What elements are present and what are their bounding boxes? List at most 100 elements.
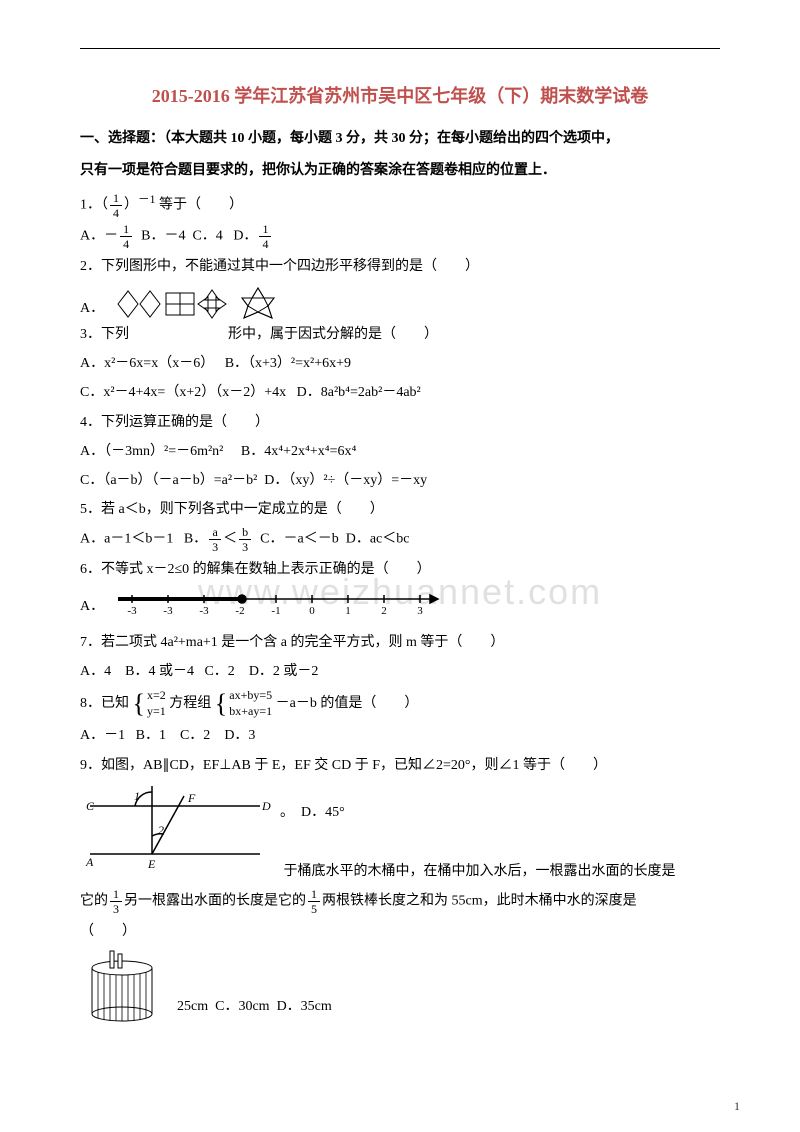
- q3-optD: D．8a²b⁴=2ab²－4ab²: [297, 385, 421, 400]
- question-8: 8．已知 {x=2y=1 方程组 {ax+by=5bx+ay=1 －a－b 的值…: [80, 688, 720, 719]
- question-10-line1: 于桶底水平的木桶中，在桶中加入水后，一根露出水面的长度是: [80, 859, 720, 884]
- q8-optD: D．3: [224, 728, 255, 743]
- section-header-line2: 只有一项是符合题目要求的，把你认为正确的答案涂在答题卷相应的位置上．: [80, 158, 720, 183]
- frac-1-5: 15: [308, 888, 320, 915]
- header-rule: [80, 48, 720, 49]
- label-D: D: [261, 799, 271, 813]
- frac-1-3: 13: [110, 888, 122, 915]
- q3-options-ab: A．x²－6x=x（x－6） B．（x+3）²=x²+6x+9: [80, 351, 720, 376]
- question-4: 4．下列运算正确的是（ ）: [80, 410, 720, 435]
- svg-text:-2: -2: [235, 605, 244, 617]
- q10-figure-row: 25cm C．30cm D．35cm: [80, 948, 720, 1037]
- q10-l2-post: 两根铁棒长度之和为 55cm，此时木桶中水的深度是: [322, 894, 637, 909]
- q1-optA-pre: A．－: [80, 228, 118, 243]
- q3-optC: C．x²－4+4x=（x+2）（x－2）+4x: [80, 385, 286, 400]
- q4-optC: C．（a－b）（－a－b）=a²－b²: [80, 473, 257, 488]
- q5-optC: C．－a＜－b: [260, 532, 339, 547]
- question-9: 9．如图，AB∥CD，EF⊥AB 于 E，EF 交 CD 于 F，已知∠2=20…: [80, 753, 720, 778]
- bucket-figure: [80, 948, 170, 1037]
- numberline-icon: -3 -3 -3 -2 -1 0 1 2 3: [112, 587, 452, 626]
- svg-text:2: 2: [381, 605, 387, 617]
- svg-text:3: 3: [417, 605, 423, 617]
- page-number: 1: [734, 1096, 740, 1118]
- q8-mid: 方程组: [169, 696, 211, 711]
- question-10-line2: 它的13另一根露出水面的长度是它的15两根铁棒长度之和为 55cm，此时木桶中水…: [80, 888, 720, 915]
- q10-l2-mid: 另一根露出水面的长度是它的: [124, 894, 306, 909]
- q1-stem-post: 等于（ ）: [156, 197, 244, 212]
- question-3-line: 3．下列 形中，属于因式分解的是（ ）: [80, 322, 720, 347]
- q4-optA: A．（－3mn）²=－6m²n²: [80, 444, 223, 459]
- q3-mid: 形中，属于因式分解的是（ ）: [228, 327, 438, 342]
- q1-exp: －1: [138, 193, 156, 206]
- q3-pre: 3．下列: [80, 327, 129, 342]
- question-7: 7．若二项式 4a²+ma+1 是一个含 a 的完全平方式，则 m 等于（ ）: [80, 630, 720, 655]
- q8-optC: C．2: [180, 728, 210, 743]
- q4-options-cd: C．（a－b）（－a－b）=a²－b² D．（xy）²÷（－xy）=－xy: [80, 468, 720, 493]
- label-F: F: [187, 791, 196, 805]
- q3-optB: B．（x+3）²=x²+6x+9: [225, 356, 351, 371]
- question-2: 2．下列图形中，不能通过其中一个四边形平移得到的是（ ）: [80, 254, 720, 279]
- system-2: {ax+by=5bx+ay=1: [215, 688, 272, 719]
- q7-optC: C．2: [204, 664, 234, 679]
- q2-optA: A．: [80, 301, 104, 316]
- question-5: 5．若 a＜b，则下列各式中一定成立的是（ ）: [80, 497, 720, 522]
- q10-optD: D．35cm: [277, 999, 332, 1014]
- svg-text:1: 1: [345, 605, 351, 617]
- question-6: 6．不等式 x－2≤0 的解集在数轴上表示正确的是（ ）: [80, 557, 720, 582]
- q10-optC: C．30cm: [215, 999, 269, 1014]
- q7-optB: B．4 或－4: [125, 664, 194, 679]
- q7-optD: D．2 或－2: [249, 664, 319, 679]
- q8-options: A．－1 B．1 C．2 D．3: [80, 723, 720, 748]
- frac-1-4-a: 14: [120, 223, 132, 250]
- svg-text:-1: -1: [271, 605, 280, 617]
- svg-text:-3: -3: [163, 605, 173, 617]
- q10-line1: 于桶底水平的木桶中，在桶中加入水后，一根露出水面的长度是: [284, 864, 676, 879]
- q5-optA: A．a－1＜b－1: [80, 532, 173, 547]
- q1-stem-pre: 1．（: [80, 197, 108, 212]
- frac-b-3: b3: [239, 526, 251, 553]
- q1-stem-mid: ）: [124, 197, 138, 212]
- label-1: 1: [134, 789, 140, 803]
- sys1a: x=2: [147, 688, 166, 704]
- q1-optD-pre: D．: [233, 228, 257, 243]
- q7-optA: A．4: [80, 664, 111, 679]
- q5-optB-pre: B．: [184, 532, 207, 547]
- q10-optB: 25cm: [177, 999, 208, 1014]
- q1-optC: C．4: [192, 228, 222, 243]
- q8-post: －a－b 的值是（ ）: [276, 696, 419, 711]
- frac-1-4-d: 14: [259, 223, 271, 250]
- sys2b: bx+ay=1: [229, 704, 272, 720]
- system-1: {x=2y=1: [133, 688, 166, 719]
- svg-text:0: 0: [309, 605, 315, 617]
- q9-dot: 。: [280, 782, 294, 825]
- q5-optD: D．ac＜bc: [346, 532, 410, 547]
- q8-optB: B．1: [136, 728, 166, 743]
- q6-optA: A．: [80, 598, 104, 613]
- q4-optB: B．4x⁴+2x⁴+x⁴=6x⁴: [241, 444, 357, 459]
- sys2a: ax+by=5: [229, 688, 272, 704]
- svg-text:-3: -3: [127, 605, 137, 617]
- page-title: 2015-2016 学年江苏省苏州市吴中区七年级（下）期末数学试卷: [80, 80, 720, 112]
- q7-options: A．4 B．4 或－4 C．2 D．2 或－2: [80, 659, 720, 684]
- q8-optA: A．－1: [80, 728, 125, 743]
- label-C: C: [86, 799, 95, 813]
- label-2: 2: [158, 823, 164, 837]
- q3-options-cd: C．x²－4+4x=（x+2）（x－2）+4x D．8a²b⁴=2ab²－4ab…: [80, 380, 720, 405]
- sys1b: y=1: [147, 704, 166, 720]
- svg-text:-3: -3: [199, 605, 209, 617]
- q4-options-ab: A．（－3mn）²=－6m²n² B．4x⁴+2x⁴+x⁴=6x⁴: [80, 439, 720, 464]
- q1-options: A．－14 B．－4 C．4 D．14: [80, 223, 720, 250]
- q6-options: A． -3 -3 -3 -2 -1 0 1 2 3: [80, 587, 720, 626]
- q5-lt: ＜: [223, 532, 237, 547]
- section-header-line1: 一、选择题：（本大题共 10 小题，每小题 3 分，共 30 分；在每小题给出的…: [80, 126, 720, 151]
- q9-optD: D．45°: [301, 782, 345, 825]
- q1-optB: B．－4: [141, 228, 185, 243]
- question-10-paren: （ ）: [80, 919, 720, 944]
- frac-1-4: 14: [110, 192, 122, 219]
- q8-pre: 8．已知: [80, 696, 129, 711]
- question-1: 1．（14）－1 等于（ ）: [80, 189, 720, 219]
- q10-l2-pre: 它的: [80, 894, 108, 909]
- q4-optD: D．（xy）²÷（－xy）=－xy: [264, 473, 427, 488]
- q5-options: A．a－1＜b－1 B．a3＜b3 C．－a＜－b D．ac＜bc: [80, 526, 720, 553]
- q3-optA: A．x²－6x=x（x－6）: [80, 356, 214, 371]
